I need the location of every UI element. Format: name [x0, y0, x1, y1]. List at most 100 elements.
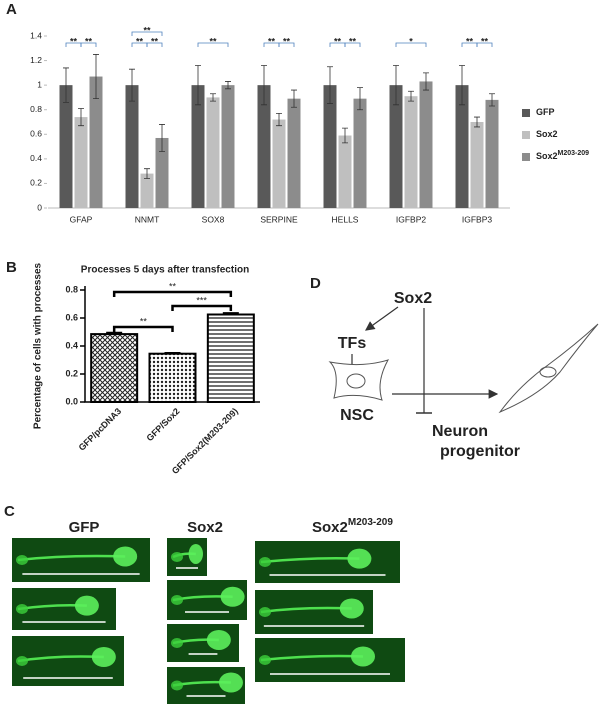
- error-bar: [261, 65, 267, 106]
- error-bar: [129, 68, 135, 102]
- column-header: Sox2: [187, 519, 223, 536]
- chart-title: Processes 5 days after transfection: [81, 265, 249, 276]
- significance-bracket: [278, 42, 295, 47]
- significance-label: **: [143, 25, 151, 35]
- significance-label: **: [151, 36, 159, 46]
- bar: [148, 352, 197, 404]
- significance-bracket: [344, 42, 361, 47]
- x-tick-label: SERPINE: [260, 214, 298, 224]
- micrograph: [255, 638, 405, 682]
- bar: [287, 98, 301, 208]
- error-bar: [357, 87, 363, 111]
- error-bar: [78, 108, 84, 127]
- cell-body: [259, 607, 271, 617]
- bar: [272, 119, 286, 208]
- error-bar: [195, 65, 201, 106]
- diagram: Sox2 TFs NSC Neuron progenitor: [328, 290, 599, 460]
- error-bar: [276, 113, 282, 127]
- significance-bracket: [476, 42, 493, 47]
- y-tick-label: 0.2: [65, 368, 78, 378]
- error-bar: [489, 93, 495, 107]
- error-bar: [144, 168, 150, 179]
- significance-label: **: [70, 36, 78, 46]
- micrograph: [12, 588, 116, 630]
- legend-name: Sox2: [536, 151, 558, 161]
- micrographs: [12, 538, 405, 704]
- panel-label: C: [4, 503, 15, 520]
- axes: [84, 286, 260, 403]
- bar: [353, 98, 367, 208]
- error-bar: [408, 90, 414, 102]
- legend-sup: M203-209: [558, 150, 590, 157]
- nsc-cell: [328, 359, 390, 401]
- cell-body: [16, 656, 28, 666]
- error-bar: [63, 67, 69, 103]
- legend-name: Sox2: [536, 129, 558, 139]
- cell-body: [220, 586, 245, 607]
- significance-bracket: [131, 31, 163, 36]
- bar: [89, 76, 103, 209]
- cell-body: [347, 548, 372, 569]
- significance-bracket: [112, 290, 233, 297]
- y-tick-label: 0.0: [65, 396, 78, 406]
- x-tick-label: GFP/Sox2: [144, 406, 181, 443]
- column-header: GFP: [69, 519, 100, 536]
- legend-label: Sox2: [536, 129, 558, 139]
- x-tick-label: GFAP: [70, 214, 93, 224]
- neuron-cell: [498, 323, 599, 414]
- y-tick-label: 1.2: [30, 55, 42, 65]
- cell-body: [206, 629, 231, 650]
- cell-body: [91, 647, 116, 667]
- cell-body: [188, 543, 203, 564]
- legend-label: GFP: [536, 107, 555, 117]
- bar: [206, 97, 220, 208]
- y-axis-label: Percentage of cells with processes: [33, 262, 44, 429]
- error-bar: [159, 124, 165, 152]
- error-bar: [210, 93, 216, 102]
- significance-bracket: [395, 42, 427, 47]
- bar: [419, 81, 433, 208]
- bar: [90, 333, 139, 404]
- error-bar: [327, 66, 333, 104]
- x-tick-label: SOX8: [202, 214, 225, 224]
- cell-body: [171, 638, 183, 648]
- x-tick-label: IGFBP2: [396, 214, 427, 224]
- cell-body: [259, 655, 271, 665]
- error-bar: [342, 127, 348, 144]
- error-bar: [106, 331, 123, 335]
- y-tick-label: 0.6: [30, 129, 42, 139]
- significance-bracket: [197, 42, 229, 47]
- cell-body: [171, 595, 183, 605]
- error-bar: [474, 116, 480, 128]
- cell-body: [16, 555, 28, 565]
- significance-label: **: [140, 316, 148, 326]
- error-bar: [291, 89, 297, 108]
- error-bar: [164, 352, 181, 354]
- cell-body: [259, 557, 271, 567]
- error-bar: [93, 54, 99, 100]
- x-tick-label: NNMT: [135, 214, 160, 224]
- bar: [257, 85, 271, 208]
- source-label: NSC: [340, 407, 374, 424]
- cell-process: [17, 554, 126, 562]
- significance-bracket: [80, 42, 97, 47]
- bar: [485, 99, 499, 208]
- cell-body: [351, 646, 375, 667]
- error-bar: [393, 65, 399, 106]
- significance-label: **: [169, 281, 177, 291]
- header-base: Sox2: [312, 519, 348, 536]
- bar: [191, 85, 205, 208]
- y-tick-label: 1.4: [30, 30, 42, 40]
- bar: [323, 85, 337, 208]
- micrograph: [255, 541, 400, 583]
- bar: [125, 85, 139, 208]
- panel-label: D: [310, 275, 321, 292]
- significance-label: **: [85, 36, 93, 46]
- y-tick-label: 0.4: [65, 340, 78, 350]
- x-tick-label: GFP/Sox2(M203-209): [170, 406, 240, 476]
- legend-label: Sox2M203-209: [536, 150, 589, 162]
- error-bar: [225, 81, 231, 90]
- intermediate-label: TFs: [338, 335, 367, 352]
- y-tick-label: 1: [37, 79, 42, 89]
